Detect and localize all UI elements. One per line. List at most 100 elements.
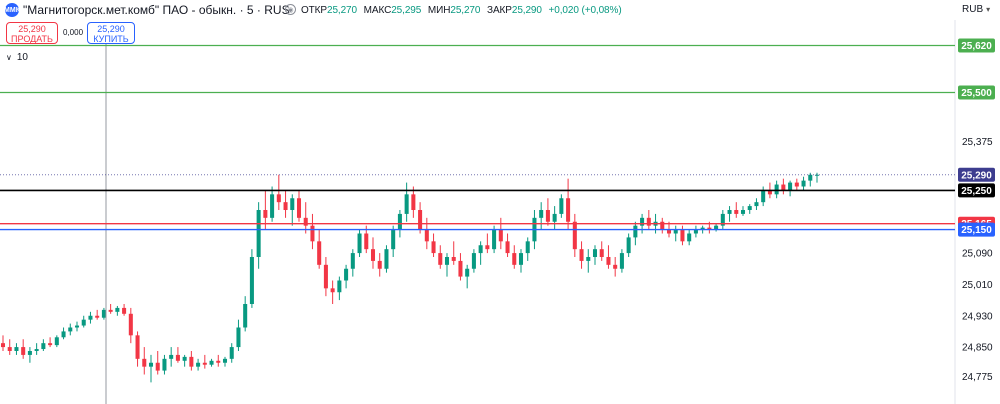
- candle: [81, 315, 86, 328]
- high-label: МАКС: [363, 5, 392, 16]
- sell-button[interactable]: 25,290 ПРОДАТЬ: [6, 22, 58, 44]
- candle-body: [169, 354, 174, 359]
- candle-body: [377, 260, 382, 269]
- candle-body: [135, 335, 140, 359]
- candle-body: [485, 245, 490, 250]
- candle: [579, 241, 584, 269]
- candle-body: [384, 249, 389, 269]
- candle: [478, 241, 483, 265]
- candle-body: [276, 194, 281, 203]
- candle: [525, 237, 530, 261]
- price-tag-bg: [958, 222, 995, 237]
- candle-body: [202, 362, 207, 365]
- candle-body: [81, 319, 86, 326]
- candle: [714, 223, 719, 232]
- chart-header: ММК "Магнитогорск.мет.комб" ПАО - обыкн.…: [0, 0, 1000, 20]
- change-value: +0,020 (+0,08%): [548, 5, 622, 16]
- price-tag-label: 25,150: [961, 225, 992, 236]
- sell-price: 25,290: [18, 24, 46, 34]
- candle: [21, 339, 26, 359]
- chevron-down-icon: ∨: [6, 53, 12, 62]
- candle-body: [148, 362, 154, 367]
- candle-body: [740, 210, 746, 214]
- candle-body: [666, 229, 672, 234]
- candle: [249, 249, 254, 308]
- candle: [182, 354, 187, 367]
- candle-body: [707, 227, 712, 230]
- candle-body: [579, 249, 584, 261]
- candle: [41, 339, 46, 351]
- candle-body: [243, 304, 248, 328]
- candle: [169, 347, 174, 367]
- candle-body: [734, 210, 739, 214]
- candle-body: [0, 343, 6, 348]
- candle: [451, 241, 456, 265]
- candle: [492, 225, 497, 254]
- symbol-title[interactable]: "Магнитогорск.мет.комб" ПАО - обыкн. · 5…: [23, 3, 290, 17]
- candle-body: [108, 309, 113, 312]
- candle-body: [162, 358, 167, 371]
- candle: [317, 229, 322, 269]
- candle: [101, 307, 106, 320]
- candle: [364, 225, 369, 254]
- y-tick-label: 25,010: [962, 280, 993, 291]
- candle-body: [566, 198, 571, 222]
- candle-body: [438, 253, 443, 265]
- price-tag-label: 25,620: [961, 41, 992, 52]
- candle: [344, 264, 349, 289]
- price-tag-bg: [958, 85, 995, 100]
- candle-body: [61, 331, 66, 338]
- candle: [633, 221, 638, 246]
- candle: [323, 257, 328, 297]
- candle-body: [767, 190, 772, 195]
- candle-body: [249, 257, 254, 304]
- sell-label: ПРОДАТЬ: [11, 34, 53, 44]
- candle-body: [323, 264, 328, 289]
- buy-button[interactable]: 25,290 КУПИТЬ: [87, 22, 135, 44]
- candle-body: [222, 358, 228, 363]
- candle: [431, 233, 436, 257]
- candle-body: [397, 213, 402, 230]
- candle: [384, 245, 389, 273]
- candle-body: [155, 362, 160, 371]
- ohlc-readout: ОТКР25,270 МАКС25,295 МИН25,270 ЗАКР25,2…: [301, 5, 626, 16]
- candle: [54, 335, 59, 348]
- candle: [142, 347, 147, 375]
- last-price-tag: 25,290: [958, 167, 995, 182]
- candle: [727, 206, 732, 222]
- y-tick-label: 25,090: [962, 249, 993, 260]
- candle: [411, 186, 416, 218]
- candle: [7, 339, 12, 355]
- candle: [572, 213, 577, 257]
- candle-body: [303, 217, 308, 226]
- candle: [673, 225, 678, 242]
- ticker-logo: ММК: [4, 3, 20, 17]
- candle: [660, 217, 665, 234]
- candle: [48, 337, 53, 348]
- candle: [270, 186, 275, 222]
- candle-body: [357, 233, 362, 254]
- candle: [471, 249, 476, 273]
- candle: [613, 257, 618, 277]
- candle: [545, 198, 550, 226]
- volume-indicator-toggle[interactable]: ∨ 10: [6, 52, 28, 63]
- candle: [175, 347, 180, 363]
- candle-body: [586, 257, 591, 261]
- candle-body: [283, 202, 288, 210]
- candle: [559, 194, 564, 218]
- candle-body: [128, 313, 133, 336]
- eye-icon[interactable]: ◉: [285, 4, 296, 15]
- candle: [310, 213, 315, 250]
- candle-body: [794, 182, 799, 187]
- candle: [330, 280, 335, 304]
- candle: [391, 225, 396, 257]
- candle-body: [512, 253, 517, 265]
- currency-selector[interactable]: RUB ▾: [962, 4, 990, 15]
- candle: [788, 180, 793, 197]
- candle: [122, 304, 127, 316]
- candle-body: [182, 356, 187, 361]
- candle-body: [95, 315, 100, 318]
- candle: [0, 335, 6, 351]
- candle-body: [391, 229, 396, 250]
